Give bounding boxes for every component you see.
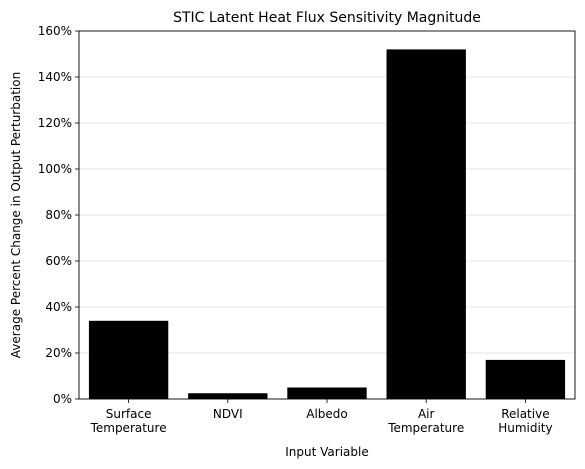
y-tick-label: 140% (38, 70, 72, 84)
bars (88, 49, 566, 400)
y-tick-label: 120% (38, 116, 72, 130)
grid-lines (79, 76, 575, 354)
x-tick-label: Albedo (306, 407, 348, 421)
x-tick-label: Relative Humidity (498, 407, 552, 435)
x-tick-label: NDVI (213, 407, 243, 421)
x-axis-label: Input Variable (285, 445, 368, 459)
y-tick-label: 20% (45, 346, 72, 360)
bar (485, 359, 566, 399)
y-tick-label: 80% (45, 208, 72, 222)
y-tick-label: 160% (38, 24, 72, 38)
bar (188, 393, 268, 399)
y-tick-label: 40% (45, 300, 72, 314)
bar (386, 49, 466, 400)
tick-labels: 0% 20% 40% 60% 80% 100% 120% 140% 160% Surface Tem… (38, 24, 553, 435)
axes (75, 30, 576, 403)
x-tick-label: Air Temperature (387, 407, 464, 435)
y-tick-label: 100% (38, 162, 72, 176)
y-tick-label: 60% (45, 254, 72, 268)
bar (287, 387, 367, 399)
plot-frame (78, 30, 576, 400)
y-tick-label: 0% (53, 392, 72, 406)
bar (88, 320, 169, 399)
x-tick-label: Surface Temperature (90, 407, 167, 435)
y-axis-label: Average Percent Change in Output Perturb… (9, 72, 23, 358)
chart-title: STIC Latent Heat Flux Sensitivity Magnit… (173, 10, 481, 26)
